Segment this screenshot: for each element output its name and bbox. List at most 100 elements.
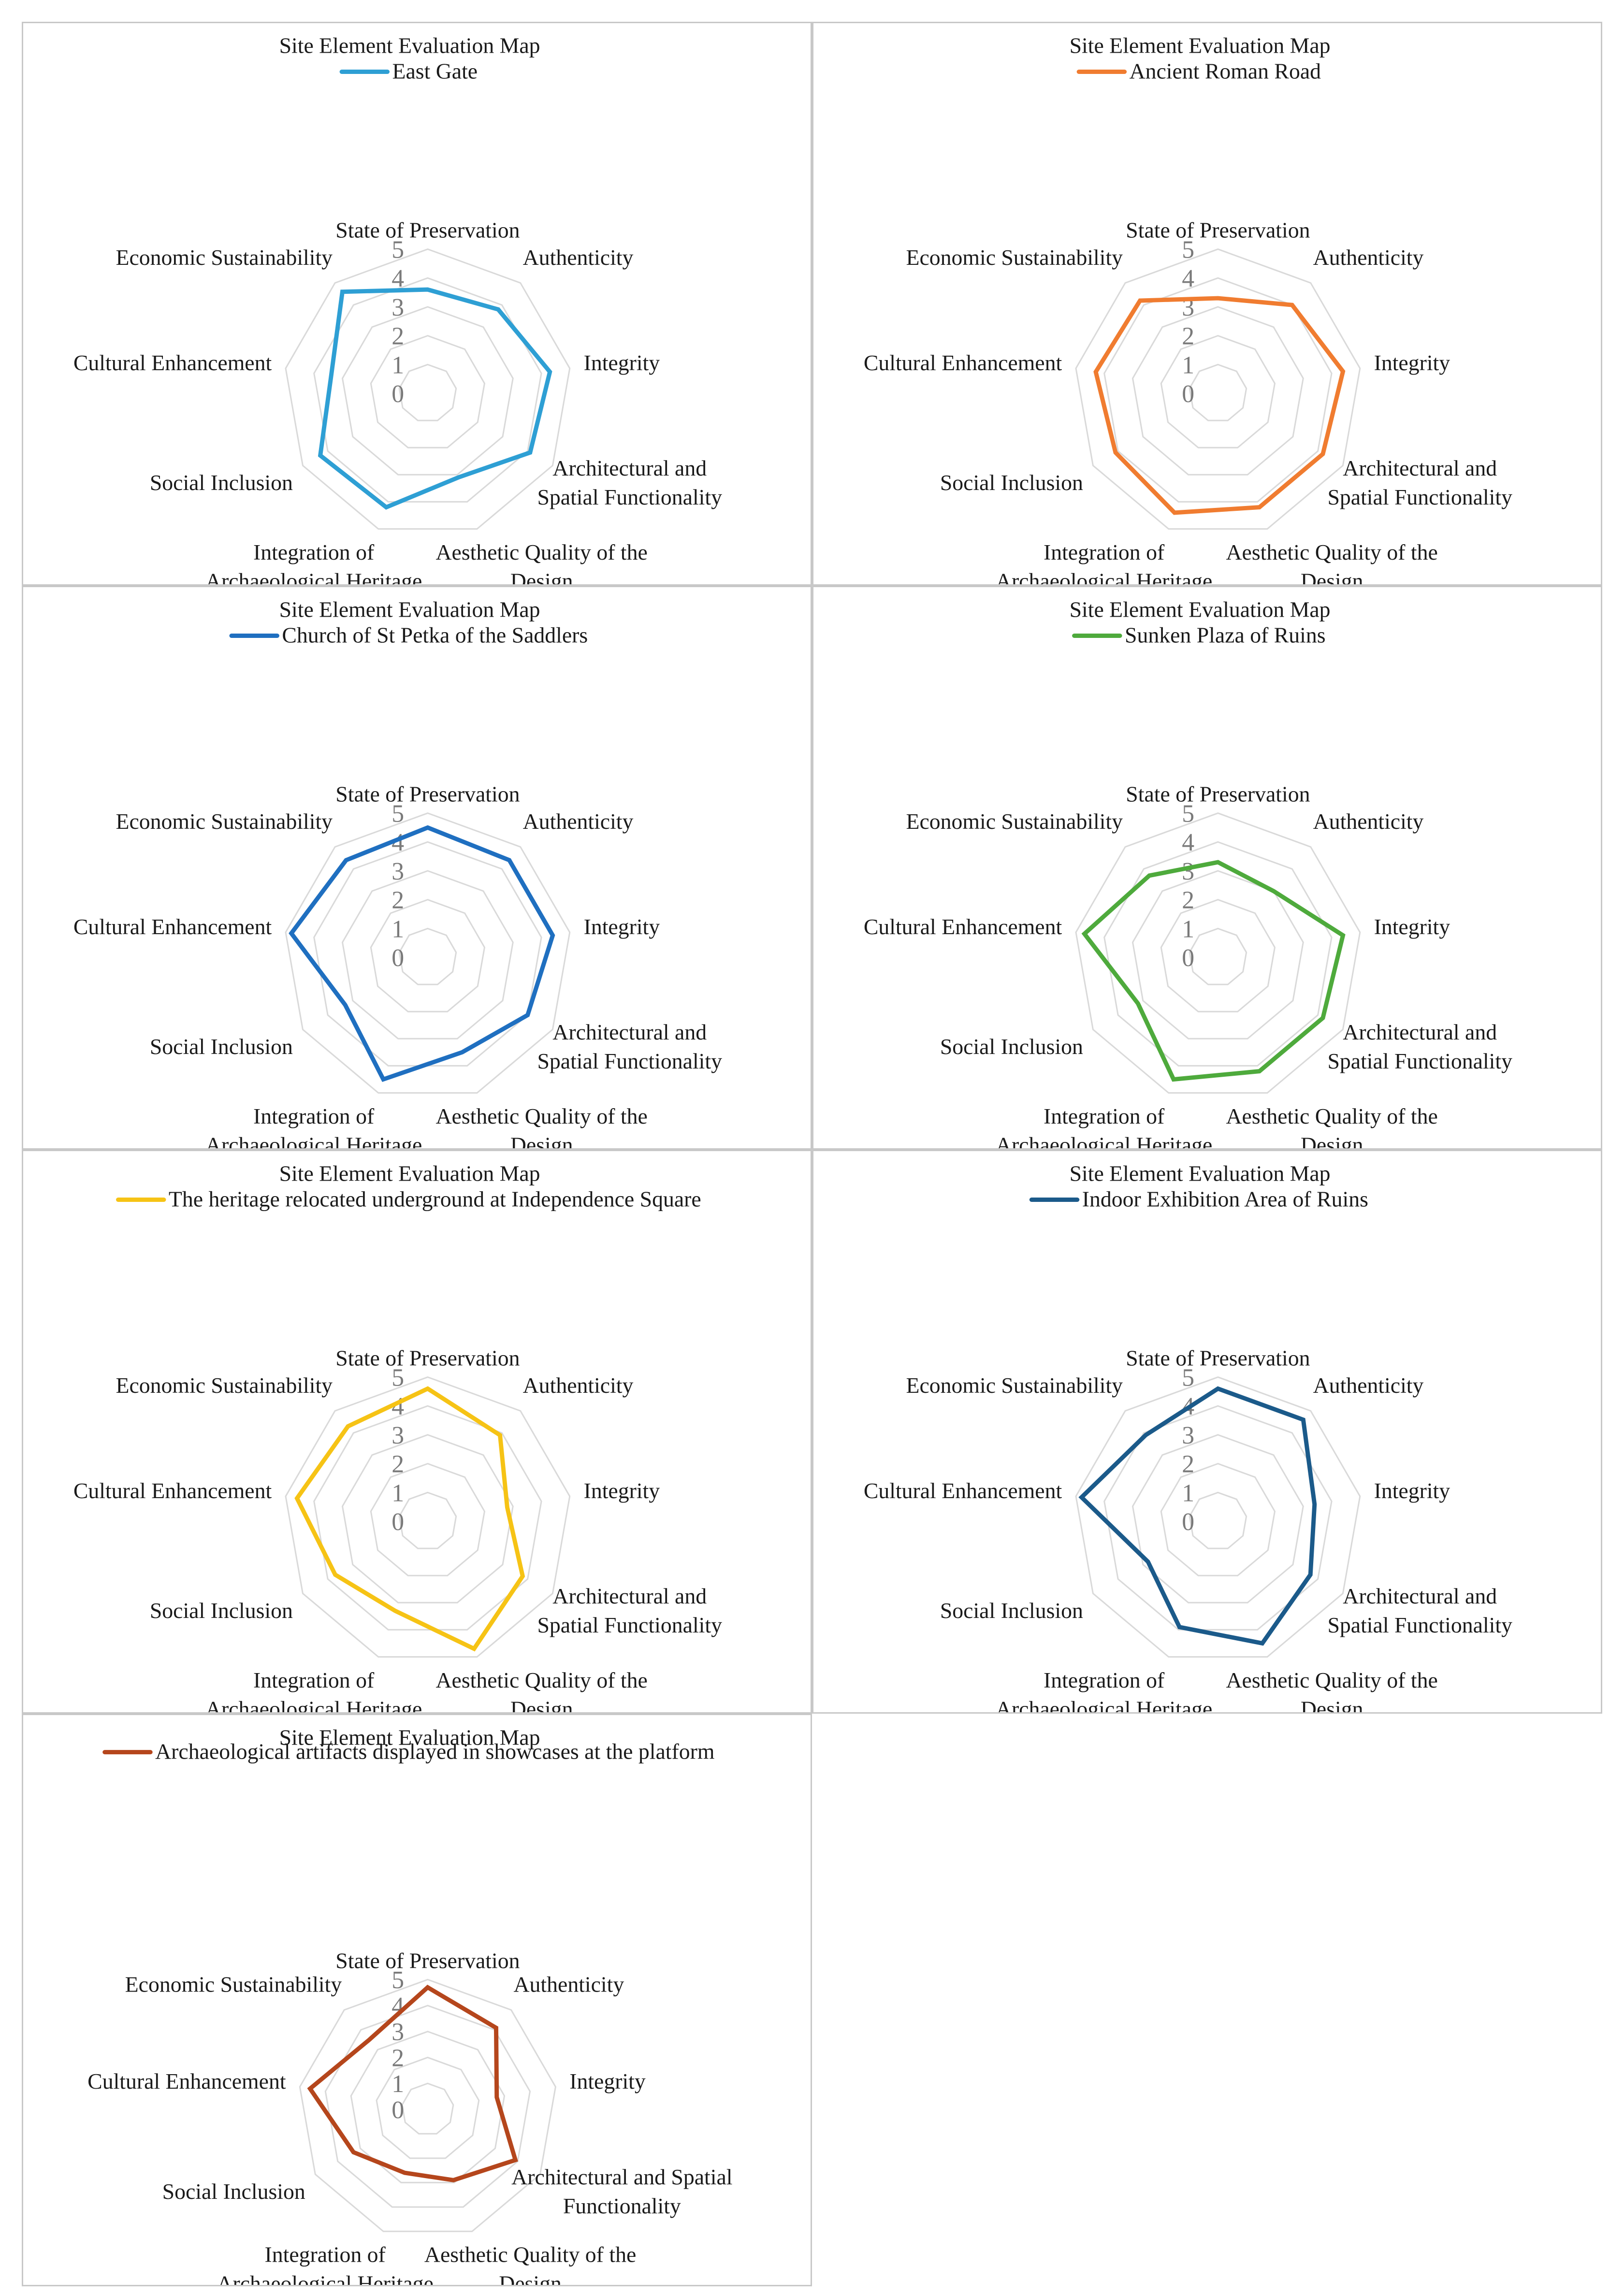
axis-label: Economic Sustainability [906,809,1123,834]
grid-ring [398,363,457,421]
axis-label-line: Spatial Functionality [537,1613,722,1637]
legend: Sunken Plaza of Ruins [1072,622,1326,647]
axis-label: Aesthetic Quality of the Design [1226,540,1438,584]
grid-ring [398,927,457,985]
axis-label-line: Economic Sustainability [116,1373,333,1398]
grid-ring [1075,812,1361,1094]
axis-label: Authenticity [1313,245,1424,270]
axis-label: State of Preservation [335,782,520,807]
tick-label: 0 [1182,944,1194,972]
axis-label: Authenticity [514,1972,624,1997]
axis-label-line: Authenticity [1313,1373,1424,1398]
axis-label-line: Social Inclusion [940,1598,1083,1623]
axis-label-line: Spatial Functionality [537,1049,722,1073]
axis-label: Social Inclusion [940,470,1083,495]
axis-label-line: Social Inclusion [940,470,1083,495]
axis-label-line: Aesthetic Quality of the [436,1104,648,1128]
tick-label: 0 [1182,380,1194,408]
tick-label: 4 [392,265,404,292]
grid-ring [1160,899,1276,1012]
tick-label: 2 [1182,1451,1194,1478]
chart-title: Site Element Evaluation Map [1070,33,1331,58]
axis-label-line: Aesthetic Quality of the [1226,540,1438,564]
axis-label: Economic Sustainability [116,1373,333,1398]
tick-label: 5 [392,236,404,263]
legend-label: Church of St Petka of the Saddlers [282,622,588,647]
axis-label-line: Spatial Functionality [1327,485,1512,509]
axis-label: Architectural and Spatial Functionality [1327,1584,1512,1637]
legend: Church of St Petka of the Saddlers [229,622,588,647]
axis-label-line: Economic Sustainability [906,245,1123,270]
axis-label-line: Integrity [584,350,660,375]
grid-ring [1103,1405,1333,1631]
chart-title: Site Element Evaluation Map [279,33,540,58]
axis-label-line: Social Inclusion [150,1598,293,1623]
legend-label: Ancient Roman Road [1130,58,1321,83]
axis-label-line: Aesthetic Quality of the [424,2242,636,2267]
axis-label: Integrity [569,2069,646,2094]
grid-ring [299,1978,557,2232]
tick-label: 2 [1182,323,1194,350]
axis-label: Authenticity [523,809,634,834]
axis-label-line: Integrity [1374,914,1450,939]
axis-label-line: Archaeological Heritage [217,2271,433,2285]
radar-panel: Site Element Evaluation Map Indoor Exhibi… [812,1150,1602,1714]
axis-label-line: Design [510,1133,573,1148]
axis-label-line: Integration of [265,2242,386,2267]
axis-label-line: State of Preservation [1126,218,1310,243]
axis-label-line: Archaeological Heritage [205,569,422,584]
axis-label: Aesthetic Quality of the Design [436,540,648,584]
axis-label-line: Economic Sustainability [116,245,333,270]
axis-label-line: Cultural Enhancement [73,350,272,375]
grid-ring [313,277,542,503]
tick-label: 0 [392,944,404,972]
grid-ring [350,2031,506,2183]
axis-label-line: Aesthetic Quality of the [1226,1668,1438,1692]
legend-label: The heritage relocated underground at In… [169,1186,701,1211]
axis-label-line: Archaeological Heritage [205,1133,422,1148]
series-line [307,1984,518,2182]
axis-label-line: Social Inclusion [940,1034,1083,1059]
axis-label: Integration of Archaeological Heritage [996,540,1212,584]
axis-label-line: Cultural Enhancement [87,2069,286,2094]
axis-label: Cultural Enhancement [87,2069,286,2094]
axis-label-line: Aesthetic Quality of the [436,1668,648,1692]
axis-label: State of Preservation [1126,782,1310,807]
axis-label-line: Economic Sustainability [906,1373,1123,1398]
grid-ring [1131,306,1304,476]
series-line [318,287,552,510]
axis-label: Authenticity [1313,809,1424,834]
axis-label: Cultural Enhancement [73,1478,272,1503]
legend: The heritage relocated underground at In… [116,1186,701,1211]
tick-label: 4 [1182,829,1194,856]
grid-ring [341,306,514,476]
radar-grid [1075,248,1361,530]
grid-ring [1075,1376,1361,1658]
axis-label-line: Design [1301,569,1363,584]
axis-label-line: Design [1301,1697,1363,1712]
legend: Archaeological artifacts displayed in sh… [102,1739,714,1764]
axis-label: Aesthetic Quality of the Design [436,1668,648,1712]
tick-label: 5 [1182,800,1194,827]
axis-label-line: State of Preservation [1126,782,1310,807]
grid-ring [313,1405,542,1631]
axis-label-line: Social Inclusion [162,2179,305,2204]
axis-label: Authenticity [1313,1373,1424,1398]
radar-panel: Site Element Evaluation Map Church of St … [22,586,812,1150]
axis-label: Aesthetic Quality of the Design [1226,1104,1438,1148]
grid-ring [1160,1463,1276,1576]
tick-label: 0 [392,380,404,408]
tick-label: 1 [1182,915,1194,943]
series-line [1078,1386,1317,1646]
axis-label: Authenticity [523,245,634,270]
axis-label-line: Integration of [1044,1668,1165,1692]
